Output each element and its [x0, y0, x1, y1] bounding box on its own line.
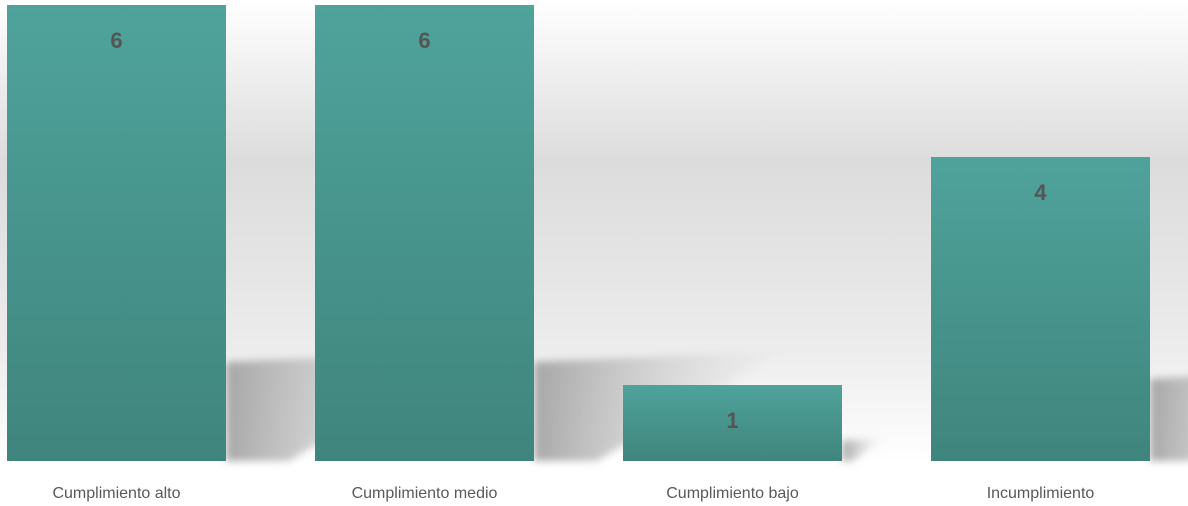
bars-group — [7, 5, 1150, 461]
category-labels-group: Cumplimiento alto Cumplimiento medio Cumpl… — [52, 485, 1094, 502]
data-label: 4 — [1034, 180, 1047, 205]
category-label: Cumplimiento alto — [52, 485, 180, 502]
bar-1 — [7, 5, 226, 461]
data-label: 6 — [110, 28, 122, 53]
category-label: Cumplimiento bajo — [666, 485, 799, 502]
bar-2 — [315, 5, 534, 461]
category-label: Cumplimiento medio — [352, 485, 498, 502]
bar-shadow — [1150, 376, 1188, 461]
bar-shadow — [842, 438, 884, 461]
category-label: Incumplimiento — [987, 485, 1095, 502]
bar-3 — [623, 385, 842, 461]
bar-4 — [931, 157, 1150, 461]
data-label: 6 — [418, 28, 430, 53]
data-label: 1 — [726, 408, 738, 433]
data-labels-group: 6 6 1 4 — [110, 28, 1047, 433]
